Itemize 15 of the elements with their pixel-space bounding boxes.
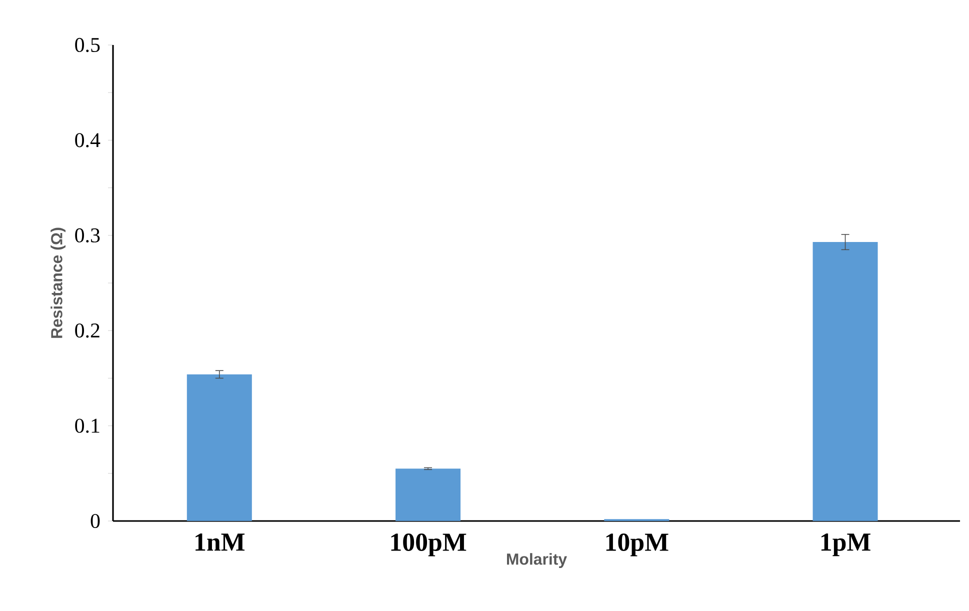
y-tick-label: 0.3 — [75, 228, 100, 242]
x-axis-title: Molarity — [507, 553, 567, 568]
x-tick-label: 100pM — [391, 534, 466, 556]
y-axis-title: Resistance (Ω) — [50, 228, 66, 338]
y-tick-label: 0.5 — [75, 38, 100, 52]
y-tick-label: 0 — [90, 514, 100, 528]
x-tick-label: 10pM — [606, 534, 668, 556]
x-tick-label: 1pM — [821, 534, 870, 556]
y-tick-label: 0.1 — [75, 418, 100, 433]
x-tick-label: 1nM — [196, 534, 245, 551]
y-tick-label: 0.2 — [75, 324, 100, 338]
bar — [812, 242, 878, 521]
y-tick-label: 0.4 — [75, 133, 100, 148]
bar — [186, 374, 252, 521]
bar — [396, 468, 461, 521]
